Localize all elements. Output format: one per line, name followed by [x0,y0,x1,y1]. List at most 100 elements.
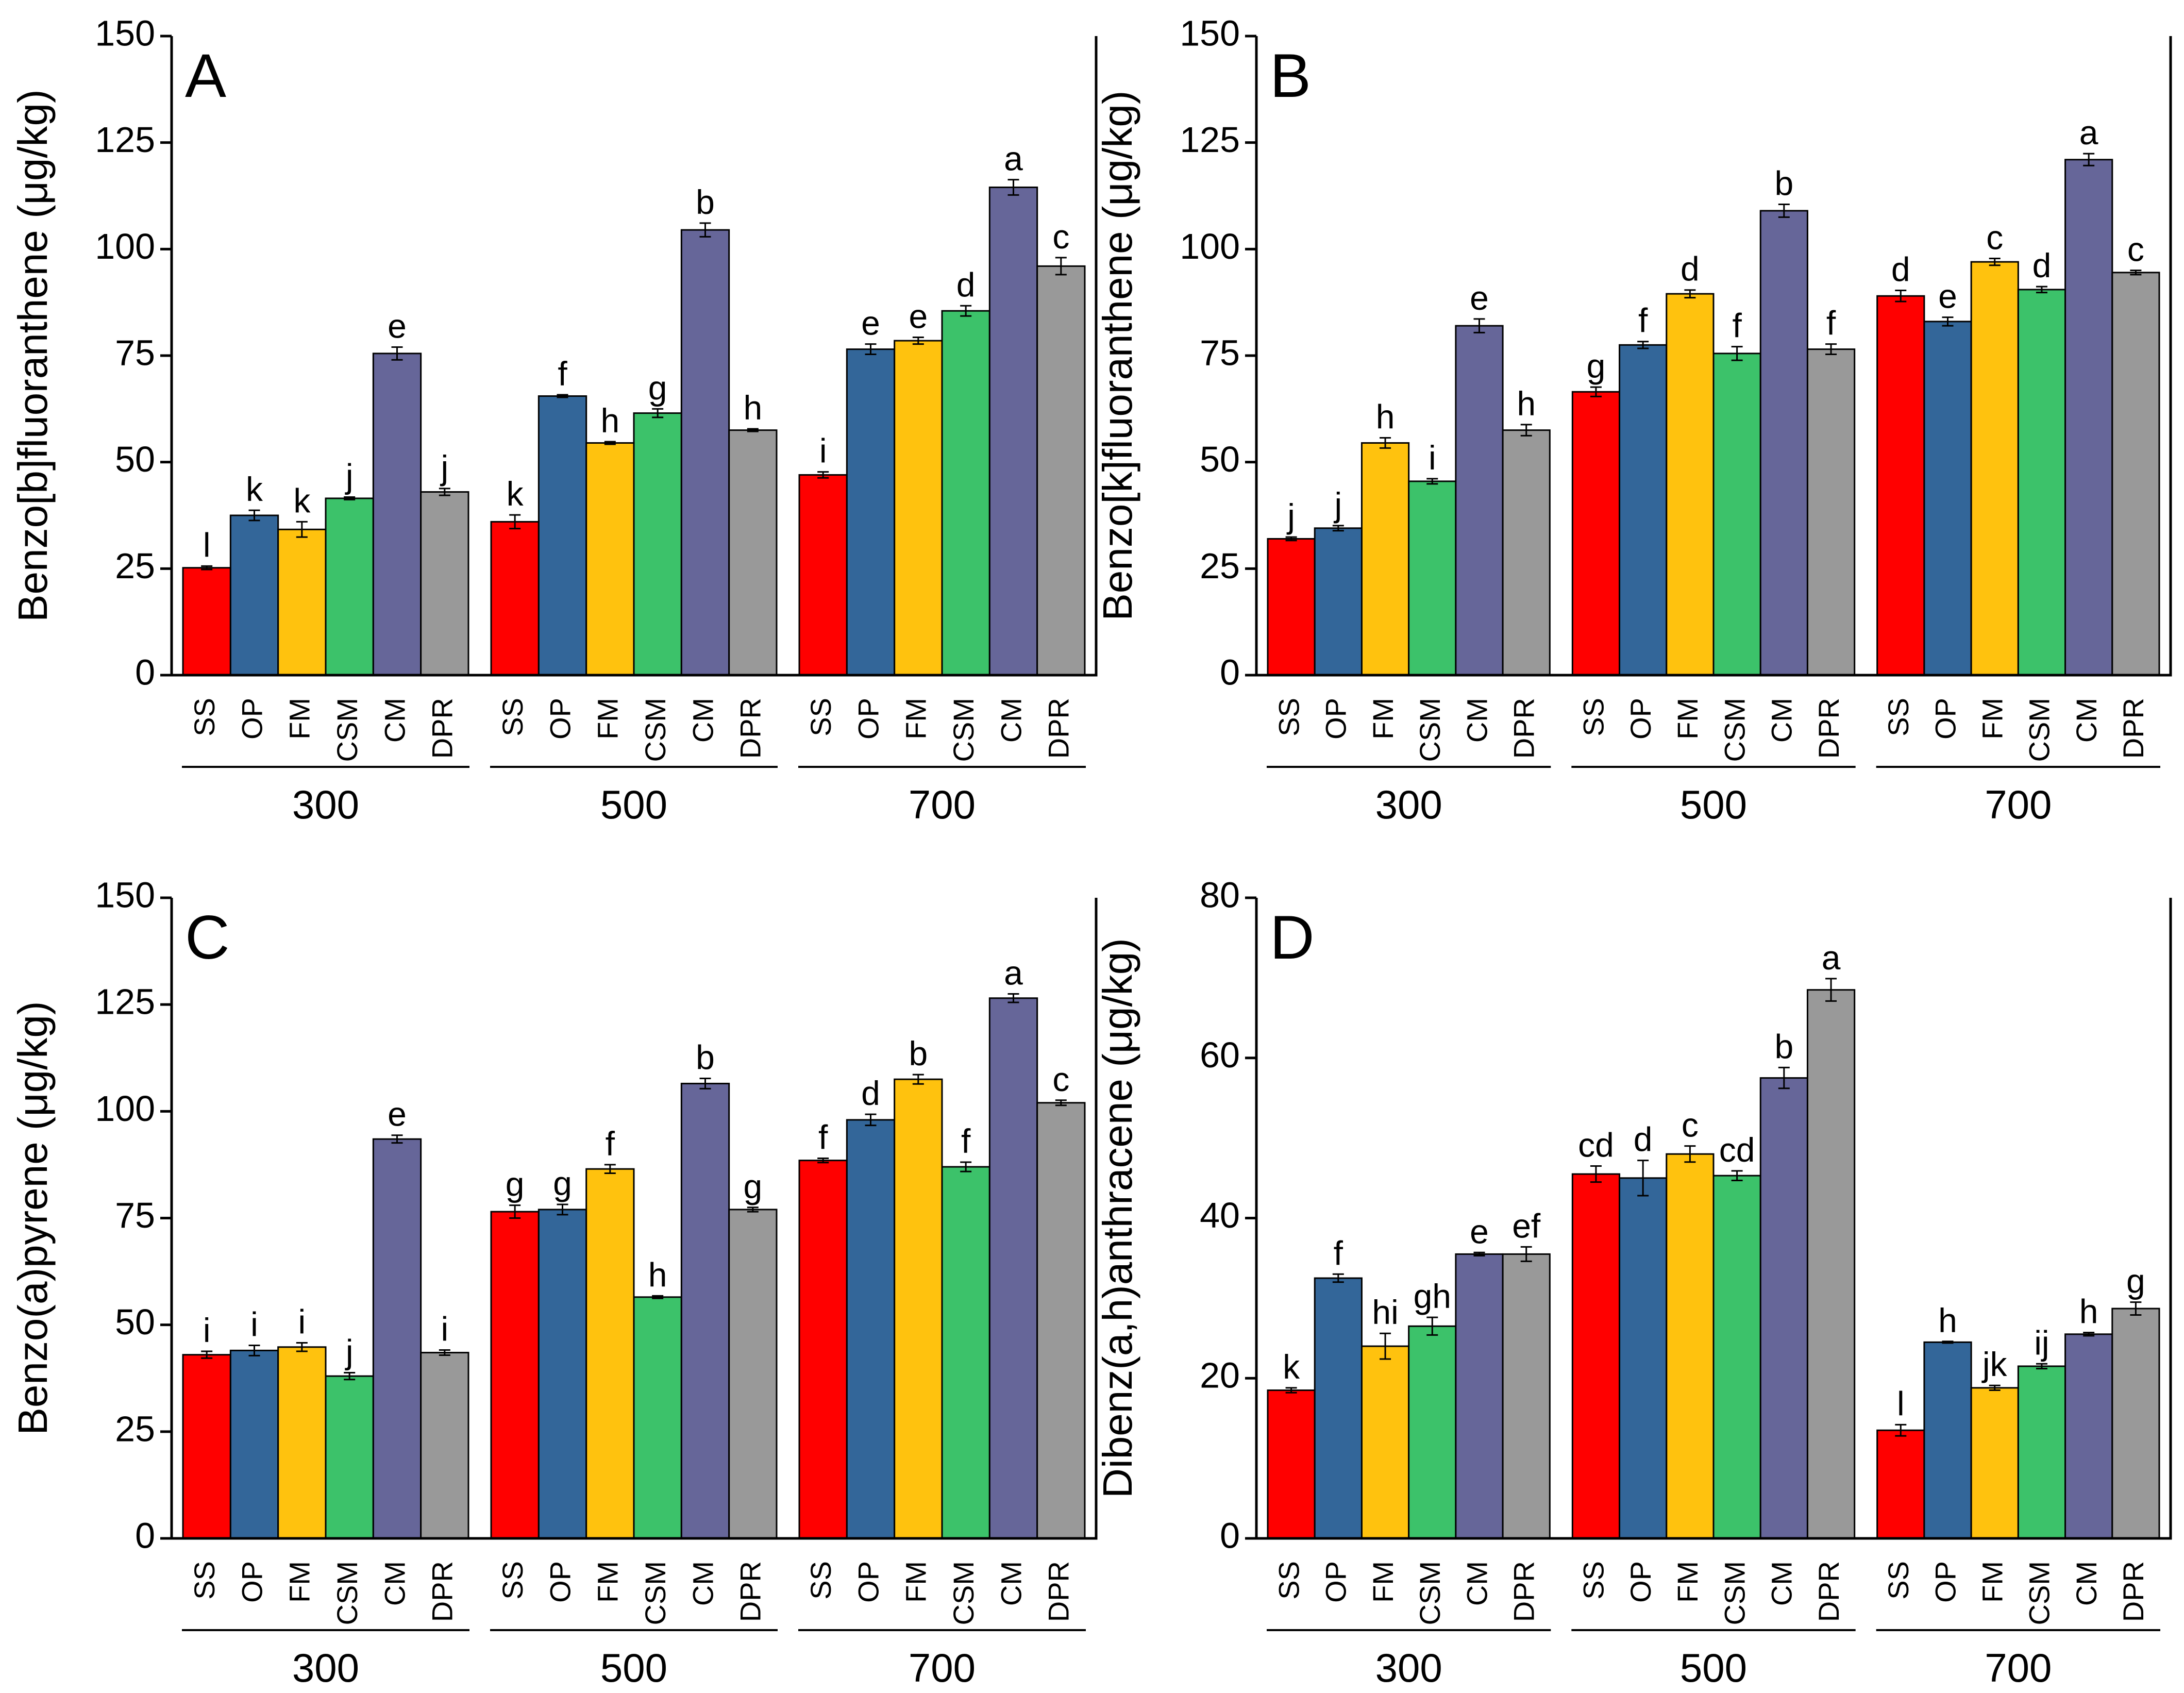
category-label-op: OP [236,1561,268,1603]
category-label-cm: CM [995,698,1027,743]
significance-letter: h [648,1255,667,1294]
category-label-cm: CM [686,1561,719,1606]
significance-letter: i [298,1302,306,1340]
significance-letter: f [1732,307,1742,345]
significance-letter: f [1826,304,1836,342]
significance-letter: b [1774,164,1793,203]
error-bar-cm-700 [2083,153,2095,166]
category-label-fm: FM [1671,1561,1704,1603]
error-bar-dpr-700 [1055,1099,1067,1107]
error-bar-fm-500 [604,1164,616,1174]
bar-ss-500 [1571,1173,1621,1539]
significance-letter: g [2126,1262,2145,1300]
bar-ss-300 [1267,538,1316,676]
y-tick-label: 150 [95,875,155,915]
bar-op-700 [846,1119,896,1539]
significance-letter: g [553,1164,572,1202]
significance-letter: i [250,1305,258,1343]
bar-dpr-500 [728,1209,778,1539]
category-label-dpr: DPR [1812,698,1845,759]
bar-dpr-300 [1502,429,1551,676]
category-label-csm: CSM [947,698,980,762]
y-axis-label: Dibenz(a,h)anthracene (μg/kg) [1095,938,1140,1498]
error-bar-ss-300 [1285,536,1297,542]
error-bar-dpr-300 [1520,1246,1532,1262]
category-label-fm: FM [1976,698,2009,740]
category-label-cm: CM [1460,1561,1493,1606]
bar-ss-300 [182,1354,231,1539]
significance-letter: l [203,526,211,564]
error-bar-cm-300 [1473,318,1485,333]
y-tick-label: 75 [1200,332,1240,373]
significance-letter: c [2127,230,2144,269]
y-tick-label: 25 [115,546,155,586]
category-label-csm: CSM [2023,698,2056,762]
bar-cm-500 [680,229,730,676]
error-bar-dpr-500 [747,1206,759,1213]
bar-dpr-500 [1806,348,1856,676]
error-bar-dpr-500 [1825,978,1837,1002]
significance-letter: c [1682,1106,1699,1144]
y-axis-label: Benzo[k]fluoranthene (μg/kg) [1095,91,1140,621]
bar-csm-500 [1712,1175,1761,1539]
significance-letter: j [345,457,354,495]
bar-cm-300 [372,353,422,676]
group-label-300: 300 [1375,1645,1442,1690]
category-label-ss: SS [804,1561,837,1600]
bar-dpr-500 [1806,989,1856,1539]
bar-op-700 [846,348,896,676]
error-bar-ss-700 [817,471,829,479]
bar-fm-300 [277,528,327,676]
bar-csm-300 [1408,1325,1457,1539]
category-label-dpr: DPR [734,1561,767,1622]
category-label-fm: FM [1671,698,1704,740]
group-label-300: 300 [1375,782,1442,827]
bar-dpr-700 [1036,265,1086,676]
error-bar-dpr-700 [2130,270,2142,276]
category-label-ss: SS [496,1561,529,1600]
significance-letter: h [1938,1301,1957,1339]
error-bar-op-500 [1637,341,1649,349]
y-axis-label: Benzo(a)pyrene (μg/kg) [10,1001,56,1435]
bar-ss-700 [1876,1429,1925,1539]
error-bar-op-500 [1637,1160,1649,1197]
significance-letter: j [345,1332,354,1370]
error-bar-ss-500 [1590,386,1602,397]
bar-dpr-700 [2111,1308,2160,1539]
error-bar-csm-700 [960,1161,972,1172]
y-tick-label: 60 [1200,1035,1240,1075]
significance-letter: l [1897,1384,1905,1422]
error-bar-ss-500 [1590,1165,1602,1183]
significance-letter: hi [1372,1293,1398,1331]
significance-letter: h [600,401,619,440]
error-bar-op-500 [557,1203,568,1216]
y-tick-label: 75 [115,332,155,373]
category-label-csm: CSM [639,698,671,762]
significance-letter: b [696,183,715,221]
bar-dpr-300 [420,1352,469,1539]
y-tick-label: 75 [115,1195,155,1235]
error-bar-cm-700 [1007,179,1019,196]
error-bar-csm-700 [2036,1363,2047,1370]
error-bar-cm-500 [1778,204,1790,218]
bar-cm-500 [1759,1077,1808,1539]
category-label-ss: SS [496,698,529,736]
group-label-500: 500 [600,1645,667,1690]
significance-letter: b [1774,1027,1793,1065]
significance-letter: f [1638,301,1648,340]
error-bar-fm-500 [1684,289,1696,299]
category-label-cm: CM [2070,1561,2103,1606]
y-tick-label: 25 [1200,546,1240,586]
panel-c: i SS i OP i FM j CSM e CM i DPR 300 g SS g OP f FM h CSM b CM g… [10,875,1098,1690]
error-bar-fm-300 [296,521,308,538]
error-bar-csm-300 [344,1371,356,1381]
panel-label: A [185,41,226,110]
bar-csm-700 [2017,289,2067,676]
significance-letter: gh [1414,1277,1451,1315]
category-label-dpr: DPR [1043,1561,1075,1622]
error-bar-dpr-700 [1055,257,1067,276]
error-bar-ss-300 [201,1350,213,1359]
y-tick-label: 50 [1200,439,1240,479]
error-bar-ss-700 [1895,290,1907,303]
group-label-700: 700 [1985,1645,2052,1690]
